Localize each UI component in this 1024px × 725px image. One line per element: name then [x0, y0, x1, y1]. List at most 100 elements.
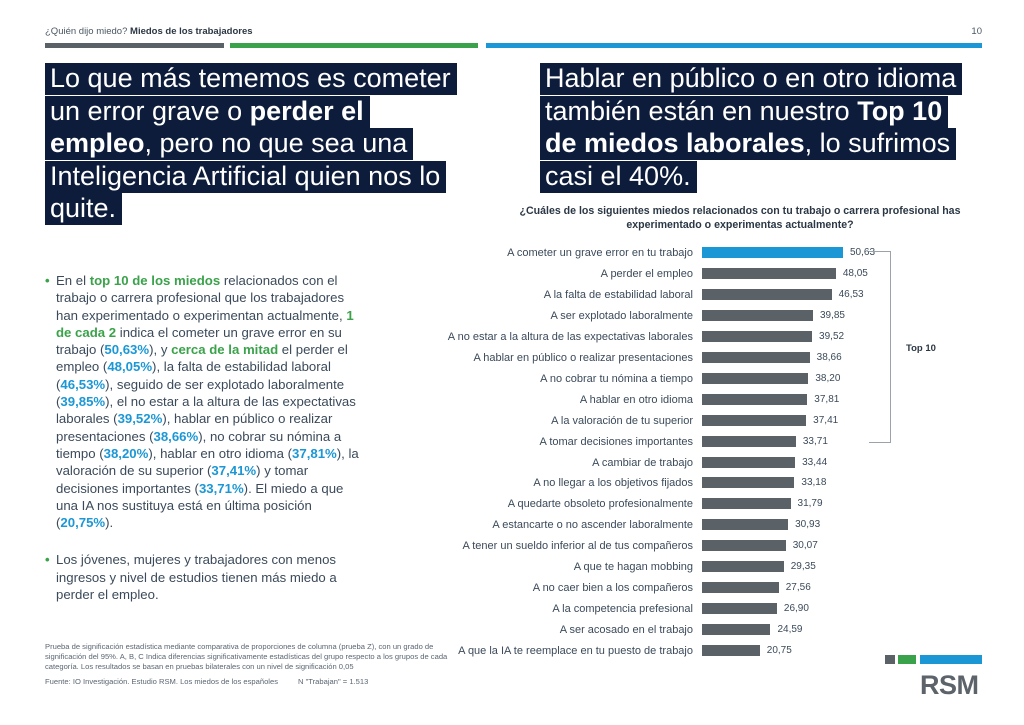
highlight-value: 37,41%	[211, 463, 257, 479]
highlight-value: 38,66%	[153, 428, 199, 444]
chart-row: A la competencia prefesional 26,90	[420, 599, 880, 619]
chart-row: A ser explotado laboralmente 39,85	[420, 306, 880, 326]
bar-value-label: 39,52	[819, 330, 845, 342]
bar-category-label: A quedarte obsoleto profesionalmente	[507, 498, 693, 511]
bullet-dot: •	[45, 552, 50, 568]
bar	[702, 414, 807, 426]
text: ), el no estar a la altura de las expect…	[56, 394, 356, 427]
bullet-top10: • En el top 10 de los miedos relacionado…	[45, 272, 360, 531]
text: ), hablar en otro idioma (	[148, 445, 293, 461]
bar	[702, 603, 777, 615]
bar-category-label: A hablar en otro idioma	[579, 393, 693, 406]
chart-row: A que te hagan mobbing 29,35	[420, 557, 880, 577]
bar-category-label: A que te hagan mobbing	[573, 561, 693, 574]
footnote: Prueba de significación estadística medi…	[45, 642, 448, 672]
bar	[702, 540, 786, 552]
bar	[702, 645, 760, 657]
chart-row: A la valoración de tu superior 37,41	[420, 411, 880, 431]
bar-value-label: 38,66	[816, 351, 842, 363]
text: ), seguido de ser explotado laboralmente…	[56, 376, 345, 410]
bar-value-label: 37,81	[814, 393, 840, 405]
page-number: 10	[971, 26, 982, 37]
bar-value-label: 37,41	[813, 414, 839, 426]
highlight-value: 20,75%	[60, 515, 106, 531]
bar-value-label: 33,18	[801, 477, 827, 489]
bar	[702, 582, 779, 594]
bar-value-label: 20,75	[766, 645, 792, 657]
chart-row: A que la IA te reemplace en tu puesto de…	[420, 641, 880, 661]
highlight-value: 37,81%	[292, 445, 337, 461]
chart-row: A estancarte o no ascender laboralmente 3…	[420, 515, 880, 535]
highlight-value: 38,20%	[103, 445, 149, 461]
bar-value-label: 29,35	[790, 561, 816, 573]
bar-category-label: A hablar en público o realizar presentac…	[473, 351, 693, 364]
bar-value-label: 48,05	[842, 267, 868, 279]
bar-category-label: A estancarte o no ascender laboralmente	[492, 519, 693, 532]
bar	[702, 288, 832, 300]
logo-bar-gray	[885, 655, 895, 664]
bullet-dot: •	[45, 273, 50, 288]
chart-row: A la falta de estabilidad laboral 46,53	[420, 285, 880, 305]
bullet-top10-text: En el top 10 de los miedos relacionados …	[56, 272, 360, 531]
chart-row: A no llegar a los objetivos fijados 33,18	[420, 473, 880, 493]
bar-category-label: A cometer un grave error en tu trabajo	[507, 247, 693, 259]
bullet-demographics: • Los jóvenes, mujeres y trabajadores co…	[45, 551, 360, 603]
chart-row: A no cobrar tu nómina a tiempo 38,20	[420, 369, 880, 389]
bar	[702, 247, 843, 258]
headline-right: Hablar en público o en otro idioma tambi…	[540, 62, 980, 193]
highlight-value: 39,85%	[60, 394, 106, 410]
chart-row: A perder el empleo 48,05	[420, 264, 880, 284]
chart-row: A no caer bien a los compañeros 27,56	[420, 578, 880, 598]
headline-right-text-2: , lo sufrimos casi el 40%.	[545, 128, 951, 191]
bar-category-label: A la falta de estabilidad laboral	[543, 288, 693, 301]
text: ), la falta de estabilidad laboral (	[56, 359, 331, 392]
chart-row: A no estar a la altura de las expectativ…	[420, 327, 880, 347]
text: relacionados con el trabajo o carrera pr…	[56, 273, 347, 323]
bar-category-label: A no caer bien a los compañeros	[532, 582, 693, 595]
highlight-green: cerca de la mitad	[171, 342, 279, 358]
bar-category-label: A ser acosado en el trabajo	[559, 624, 693, 637]
bar-value-label: 27,56	[785, 582, 811, 594]
bar	[702, 267, 836, 279]
rsm-logo: RSM	[920, 670, 979, 700]
rule-gray	[45, 43, 224, 48]
text: ), no cobrar su nómina a tiempo (	[56, 428, 342, 461]
bar	[702, 351, 810, 363]
chart-row: A hablar en otro idioma 37,81	[420, 390, 880, 410]
chart-row: A quedarte obsoleto profesionalmente 31,7…	[420, 494, 880, 514]
highlight-value: 39,52%	[117, 411, 163, 427]
bar-value-label: 31,79	[797, 498, 823, 510]
text: En el	[56, 273, 90, 288]
bar-value-label: 50,63	[850, 247, 876, 258]
bar-value-label: 30,93	[795, 519, 821, 531]
bar	[702, 624, 771, 636]
chart-row: A tomar decisiones importantes 33,71	[420, 432, 880, 452]
chart-row: A cambiar de trabajo 33,44	[420, 453, 880, 473]
body-bullets: • En el top 10 de los miedos relacionado…	[45, 272, 360, 623]
running-header: ¿Quién dijo miedo? Miedos de los trabaja…	[45, 26, 253, 37]
bar	[702, 456, 796, 468]
logo-bar-blue	[920, 655, 982, 664]
bullet-demographics-text: Los jóvenes, mujeres y trabajadores con …	[56, 552, 337, 603]
bar	[702, 561, 784, 573]
bar-category-label: A que la IA te reemplace en tu puesto de…	[458, 645, 693, 658]
bar-category-label: A ser explotado laboralmente	[550, 309, 693, 322]
bar	[702, 498, 791, 510]
headline-left-text-2: , pero no que sea una Inteligencia Artif…	[50, 128, 441, 223]
chart-row: A ser acosado en el trabajo 24,59	[420, 620, 880, 640]
bar-category-label: A tener un sueldo inferior al de tus com…	[462, 540, 693, 553]
section-title: Miedos de los trabajadores	[130, 26, 253, 37]
bar	[702, 330, 813, 342]
text: ) y tomar decisiones importantes (	[56, 463, 309, 496]
chart-question: ¿Cuáles de los siguientes miedos relacio…	[519, 205, 961, 231]
rule-blue	[486, 43, 982, 48]
bar-category-label: A tomar decisiones importantes	[539, 435, 693, 448]
bar-value-label: 30,07	[792, 540, 818, 552]
bar-category-label: A no llegar a los objetivos fijados	[533, 477, 693, 490]
bar-value-label: 24,59	[777, 624, 803, 636]
highlight-green: top 10 de los miedos	[89, 273, 221, 288]
bar-category-label: A no cobrar tu nómina a tiempo	[540, 372, 693, 385]
highlight-value: 50,63%	[104, 342, 150, 358]
bar	[702, 477, 795, 489]
bar-category-label: A la valoración de tu superior	[551, 414, 693, 427]
